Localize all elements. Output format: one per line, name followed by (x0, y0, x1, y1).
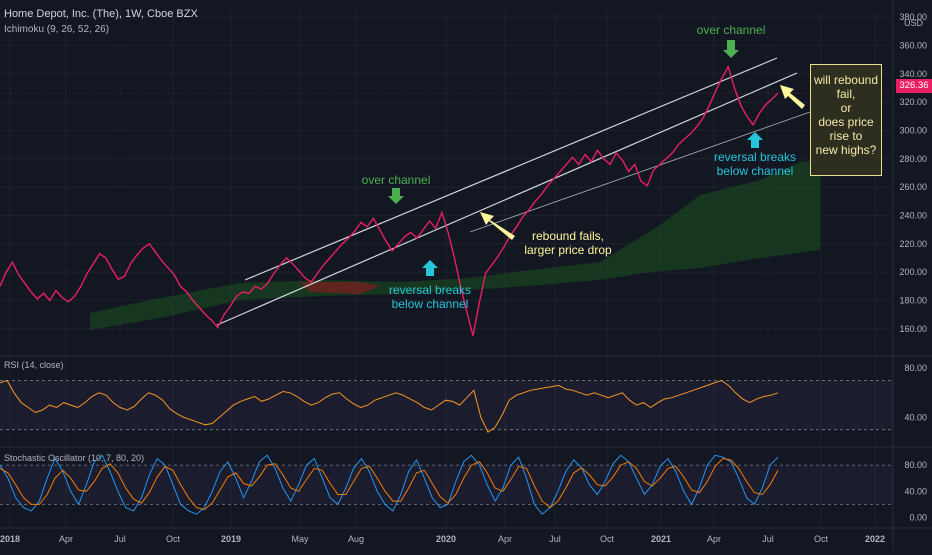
indicator-legend[interactable]: Ichimoku (9, 26, 52, 26) (4, 24, 110, 35)
last-price-badge: 326.36 (896, 79, 932, 93)
price-tick-label: 240.00 (899, 210, 927, 220)
currency-label: USD (904, 18, 924, 28)
price-tick-label: 280.00 (899, 154, 927, 164)
price-tick-label: 160.00 (899, 324, 927, 334)
rsi-line (0, 379, 779, 433)
callout-line: fail, (836, 87, 856, 101)
price-tick-label: 380.00 (899, 12, 927, 22)
annotation-reversal-2-line2: below channel (717, 164, 794, 178)
ichimoku-cloud (90, 160, 820, 330)
callout-line: new highs? (815, 143, 877, 157)
annotation-reversal-2-line1: reversal breaks (714, 150, 796, 164)
down-arrow-green (723, 40, 739, 58)
price-tick-label: 220.00 (899, 239, 927, 249)
price-series (0, 64, 893, 336)
question-callout: will rebound fail, or does price rise to… (810, 64, 882, 176)
down-arrow-green (388, 188, 404, 204)
price-tick-label: 340.00 (899, 69, 927, 79)
time-tick-label: 2022 (865, 534, 885, 544)
callout-line: or (840, 101, 852, 115)
annotation-over-channel-1: over channel (362, 173, 431, 187)
time-tick-label: Jul (549, 534, 561, 544)
price-tick-label: 260.00 (899, 182, 927, 192)
cloud-bearish (300, 282, 380, 294)
time-tick-label: Apr (59, 534, 73, 544)
time-axis[interactable]: 2018 Apr Jul Oct 2019 May Aug 2020 Apr Jul Oct 2021… (0, 534, 885, 544)
stoch-band (0, 465, 893, 505)
time-tick-label: Apr (707, 534, 721, 544)
symbol-title[interactable]: Home Depot, Inc. (The), 1W, Cboe BZX (4, 8, 198, 20)
time-tick-label: May (291, 534, 309, 544)
channel-lower (216, 72, 798, 326)
annotation-reversal-1-line1: reversal breaks (389, 283, 471, 297)
time-tick-label: Oct (814, 534, 829, 544)
up-arrow-cyan (422, 260, 438, 276)
rsi-panel: 80.00 40.00 (0, 363, 927, 433)
pointer-arrow-yellow (780, 85, 805, 109)
rsi-label: RSI (14, close) (4, 360, 64, 370)
time-tick-label: Apr (498, 534, 512, 544)
annotation-reversal-1-line2: below channel (392, 297, 469, 311)
stochastic-label: Stochastic Oscillator (10, 7, 80, 20) (4, 453, 144, 463)
stochastic-panel: 80.00 40.00 0.00 (0, 454, 927, 522)
stoch-tick-label: 80.00 (904, 460, 927, 470)
annotation-rebound-line1: rebound fails, (532, 229, 604, 243)
stoch-k-line (0, 454, 779, 515)
price-tick-label: 300.00 (899, 125, 927, 135)
price-tick-label: 360.00 (899, 40, 927, 50)
stoch-tick-label: 40.00 (904, 486, 927, 496)
channel-upper (244, 57, 778, 281)
rsi-tick-label: 40.00 (904, 412, 927, 422)
time-tick-label: Aug (348, 534, 364, 544)
time-tick-label: Oct (166, 534, 181, 544)
time-tick-label: Oct (600, 534, 615, 544)
callout-line: will rebound (813, 73, 879, 87)
rsi-tick-label: 80.00 (904, 363, 927, 373)
annotation-arrows (388, 40, 805, 276)
cloud-bullish (90, 160, 820, 330)
callout-line: rise to (829, 129, 863, 143)
time-tick-label: 2021 (651, 534, 671, 544)
price-line (0, 64, 779, 336)
price-tick-label: 320.00 (899, 97, 927, 107)
time-tick-label: 2018 (0, 534, 20, 544)
pointer-arrow-yellow (480, 212, 515, 240)
callout-line: does price (818, 115, 874, 129)
time-tick-label: 2020 (436, 534, 456, 544)
price-tick-label: 200.00 (899, 267, 927, 277)
stoch-d-line (0, 457, 779, 511)
time-tick-label: 2019 (221, 534, 241, 544)
time-tick-label: Jul (114, 534, 126, 544)
price-axis[interactable]: 160.00 180.00 200.00 220.00 240.00 260.00 280.… (899, 12, 927, 334)
annotation-rebound-line2: larger price drop (524, 243, 612, 257)
annotation-over-channel-2: over channel (697, 23, 766, 37)
time-tick-label: Jul (762, 534, 774, 544)
up-arrow-cyan (747, 132, 763, 148)
price-tick-label: 180.00 (899, 295, 927, 305)
stoch-tick-label: 0.00 (909, 512, 927, 522)
rsi-band (0, 380, 893, 430)
